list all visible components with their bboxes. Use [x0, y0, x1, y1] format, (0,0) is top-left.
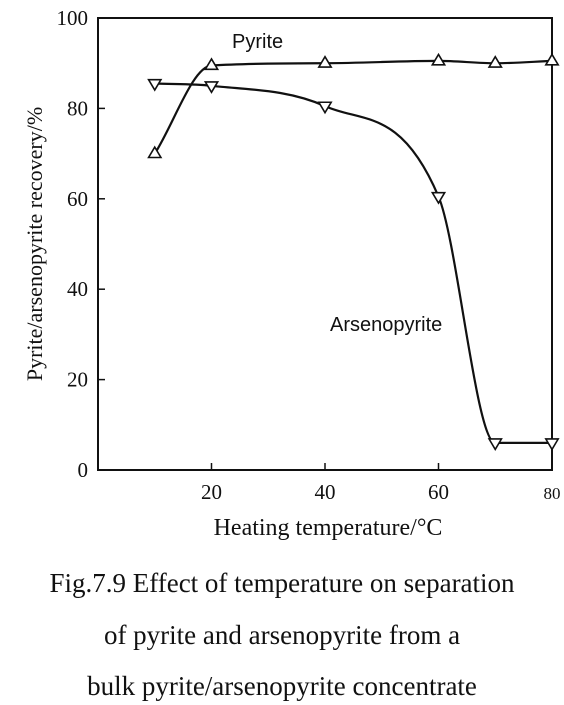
arsenopyrite-point	[317, 101, 333, 115]
y-tick-label: 60	[67, 187, 88, 211]
x-tick-label: 40	[315, 480, 336, 504]
y-tick-label: 20	[67, 368, 88, 392]
x-axis-label: Heating temperature/°C	[214, 515, 443, 541]
figure-caption-line-2: of pyrite and arsenopyrite from a	[103, 620, 461, 650]
y-tick-label: 0	[78, 458, 89, 482]
arsenopyrite-point	[147, 78, 163, 92]
arsenopyrite-point	[203, 81, 220, 94]
y-tick-label: 80	[67, 96, 88, 120]
series-label-pyrite: Pyrite	[232, 31, 283, 53]
y-axis-label: Pyrite/arsenopyrite recovery/%	[22, 107, 47, 381]
x-tick-label: 80	[544, 484, 561, 503]
pyrite-point	[487, 55, 503, 68]
arsenopyrite-point	[430, 191, 447, 205]
chart: 0 20 40 60 80 100 20 40 60 80 Pyrite Arsenopyrite…	[22, 6, 561, 541]
x-tick-label: 60	[428, 480, 449, 504]
arsenopyrite-point	[544, 438, 560, 451]
arsenopyrite-line	[154, 82, 552, 444]
figure-caption-line-1: Fig.7.9 Effect of temperature on separat…	[49, 568, 515, 598]
figure-caption-line-3: bulk pyrite/arsenopyrite concentrate	[87, 671, 477, 701]
x-tick-label: 20	[201, 480, 222, 504]
arsenopyrite-point	[487, 438, 503, 451]
pyrite-point	[544, 52, 560, 66]
y-tick-label: 40	[67, 277, 88, 301]
series-label-arsenopyrite: Arsenopyrite	[330, 314, 442, 336]
pyrite-point	[203, 57, 220, 71]
pyrite-line	[153, 59, 553, 155]
pyrite-point	[430, 52, 447, 66]
y-tick-label: 100	[57, 6, 89, 30]
plot-frame	[97, 17, 553, 471]
pyrite-point	[317, 55, 333, 68]
pyrite-point	[147, 145, 163, 159]
